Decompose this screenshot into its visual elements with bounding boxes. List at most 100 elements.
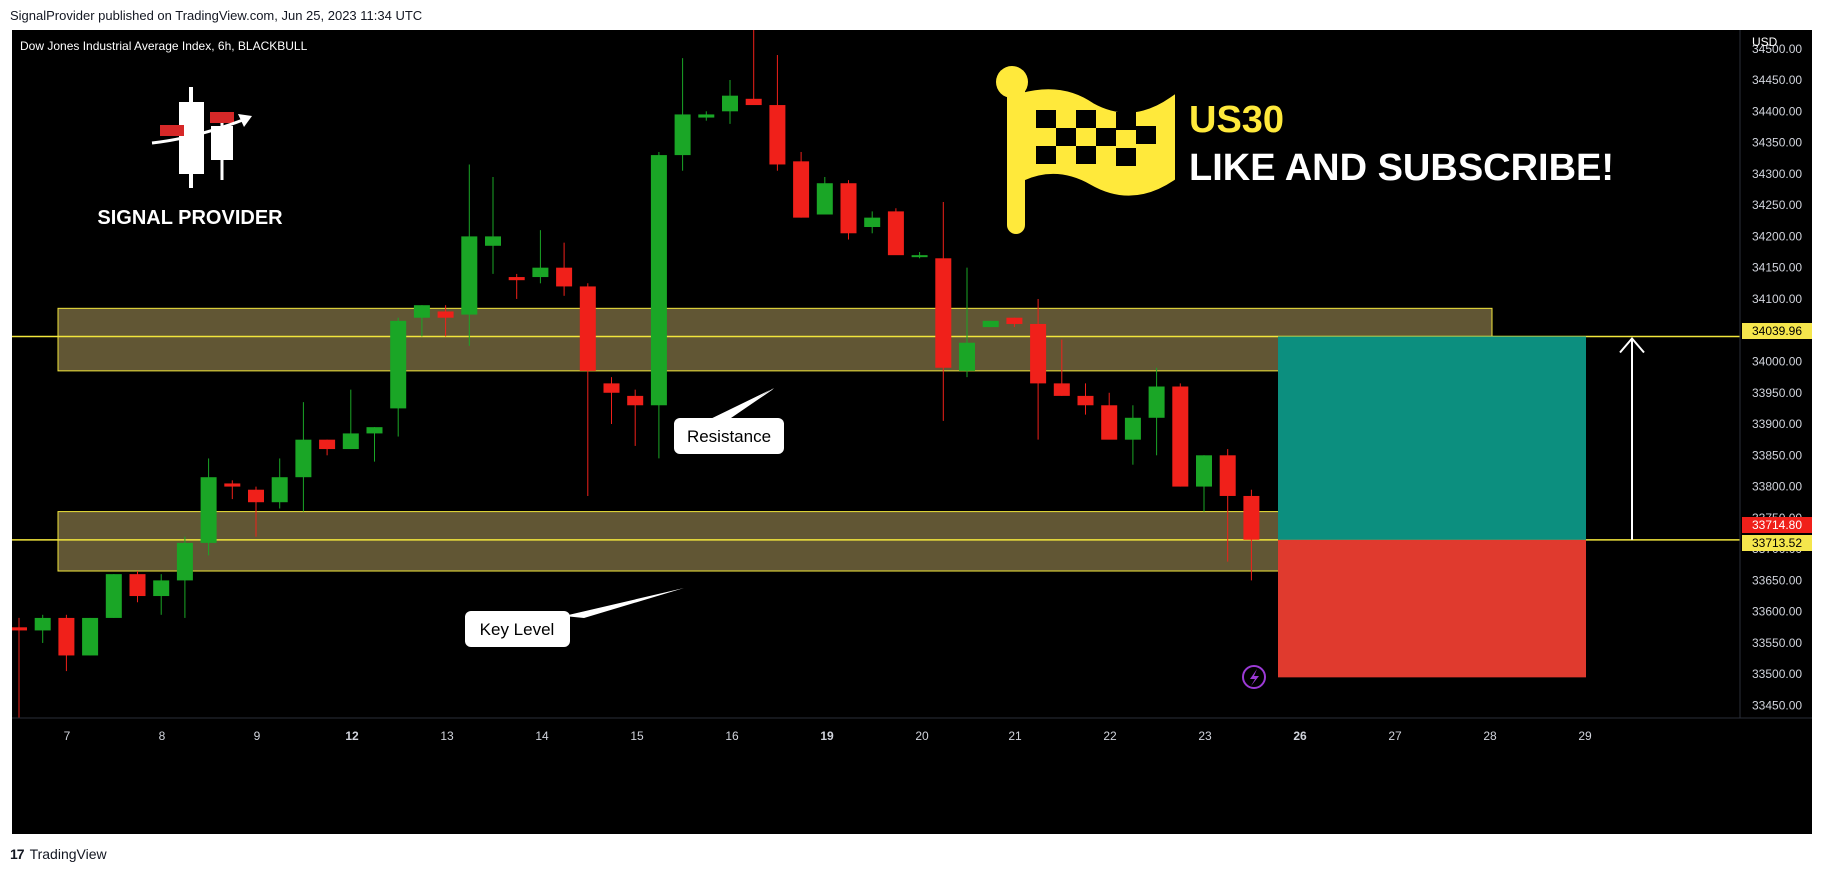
candle[interactable] [319,439,336,456]
candle[interactable] [82,617,99,656]
headline-symbol: US30 [1189,99,1284,141]
footer: 17 TradingView [10,843,107,865]
candle[interactable] [34,614,51,643]
candle[interactable] [58,614,75,672]
candle[interactable] [1077,383,1094,415]
key-zone-0[interactable] [57,307,1493,372]
price-tick-label: 33900.00 [1752,417,1802,431]
price-tick-label: 33450.00 [1752,698,1802,712]
candle[interactable] [11,617,27,718]
candle[interactable] [959,267,975,378]
candle[interactable] [129,571,146,603]
price-tick-label: 34400.00 [1752,104,1802,118]
candle[interactable] [508,273,525,299]
candle[interactable] [413,305,430,337]
time-tick-label: 27 [1388,729,1402,743]
time-axis[interactable]: 7 8 9 12 13 14 15 16 19 20 21 22 23 26 27 28 29 [12,717,1812,743]
candle[interactable] [556,242,573,296]
candle[interactable] [627,389,644,446]
candle[interactable] [793,151,810,218]
candle[interactable] [745,30,762,106]
time-tick-label: 7 [64,729,71,743]
price-tick-label: 34200.00 [1752,229,1802,243]
candle[interactable] [366,427,383,462]
candle[interactable] [1006,317,1023,328]
candle[interactable] [1053,339,1070,396]
key-zone-1[interactable] [57,511,1493,572]
candle[interactable] [935,202,952,421]
currency-label: USD [1752,35,1778,49]
candle[interactable] [437,305,454,337]
candle[interactable] [176,536,193,618]
price-tick-label: 33950.00 [1752,386,1802,400]
candle[interactable] [1030,298,1047,440]
logo-text: SIGNAL PROVIDER [97,207,283,229]
candle[interactable] [105,574,122,618]
symbol-info: Dow Jones Industrial Average Index, 6h, … [20,39,308,53]
candle[interactable] [579,283,596,496]
candle[interactable] [153,574,170,615]
candle[interactable] [816,176,833,215]
candle[interactable] [1148,367,1165,456]
time-tick-label: 12 [345,729,359,743]
time-tick-label: 23 [1198,729,1212,743]
price-tick-label: 34500.00 [1752,42,1802,56]
candle[interactable] [840,180,857,240]
time-tick-label: 16 [725,729,739,743]
tradingview-logo: 17 [10,846,25,862]
position-layer [1278,336,1645,678]
candle[interactable] [769,55,786,171]
time-tick-label: 28 [1483,729,1497,743]
candle[interactable] [722,80,738,124]
candle[interactable] [1196,455,1212,512]
tradingview-brand[interactable]: TradingView [29,846,107,862]
price-chart[interactable]: Dow Jones Industrial Average Index, 6h, … [11,30,1812,834]
candle[interactable] [390,317,407,437]
candle[interactable] [982,320,999,328]
candle[interactable] [698,111,715,121]
candle[interactable] [650,151,667,459]
candle[interactable] [603,377,620,425]
time-tick-label: 9 [254,729,261,743]
price-tick-label: 34250.00 [1752,198,1802,212]
price-tag-upper: 34039.96 [1742,323,1812,339]
price-axis[interactable]: 34500.00 34450.00 34400.00 34350.00 34300.00… [1739,30,1802,718]
candle[interactable] [271,458,288,509]
candle[interactable] [1219,449,1236,562]
svg-text:Resistance: Resistance [687,427,771,446]
candle[interactable] [342,389,359,450]
target-arrowhead [1619,336,1645,354]
candle[interactable] [248,486,264,537]
candle[interactable] [864,211,881,234]
price-tick-label: 34000.00 [1752,354,1802,368]
price-tick-label: 33550.00 [1752,636,1802,650]
candle[interactable] [461,164,478,346]
chart-frame[interactable]: Dow Jones Industrial Average Index, 6h, … [11,30,1812,834]
candle[interactable] [224,480,241,500]
candle[interactable] [887,208,904,256]
price-tick-label: 33500.00 [1752,667,1802,681]
candle[interactable] [532,230,549,284]
stop-zone[interactable] [1278,539,1586,678]
price-tick-label: 33850.00 [1752,448,1802,462]
candle[interactable] [1243,489,1260,581]
price-tag-lower: 33713.52 [1742,535,1812,551]
candles-layer [11,30,1260,718]
price-tick-label: 34150.00 [1752,261,1802,275]
candle[interactable] [911,252,928,259]
candle[interactable] [1124,405,1141,465]
time-tick-label: 29 [1578,729,1592,743]
price-tick-label: 33600.00 [1752,605,1802,619]
candle[interactable] [1172,383,1189,487]
candle[interactable] [200,458,217,556]
lightning-icon[interactable] [1242,665,1266,689]
candle[interactable] [674,58,691,171]
price-tick-label: 34350.00 [1752,136,1802,150]
candle[interactable] [485,176,501,274]
flag-icon [996,66,1175,234]
time-tick-label: 13 [440,729,454,743]
target-zone[interactable] [1278,336,1586,540]
candle[interactable] [1101,392,1118,440]
time-tick-label: 26 [1293,729,1307,743]
candle[interactable] [295,402,312,512]
